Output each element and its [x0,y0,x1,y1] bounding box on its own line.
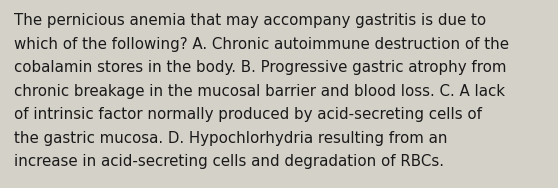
Text: of intrinsic factor normally produced by acid-secreting cells of: of intrinsic factor normally produced by… [14,107,482,122]
Text: which of the following? A. Chronic autoimmune destruction of the: which of the following? A. Chronic autoi… [14,37,509,52]
Text: increase in acid-secreting cells and degradation of RBCs.: increase in acid-secreting cells and deg… [14,154,444,169]
Text: cobalamin stores in the body. B. Progressive gastric atrophy from: cobalamin stores in the body. B. Progres… [14,60,507,75]
Text: chronic breakage in the mucosal barrier and blood loss. C. A lack: chronic breakage in the mucosal barrier … [14,84,505,99]
Text: The pernicious anemia that may accompany gastritis is due to: The pernicious anemia that may accompany… [14,13,486,28]
Text: the gastric mucosa. D. Hypochlorhydria resulting from an: the gastric mucosa. D. Hypochlorhydria r… [14,131,448,146]
